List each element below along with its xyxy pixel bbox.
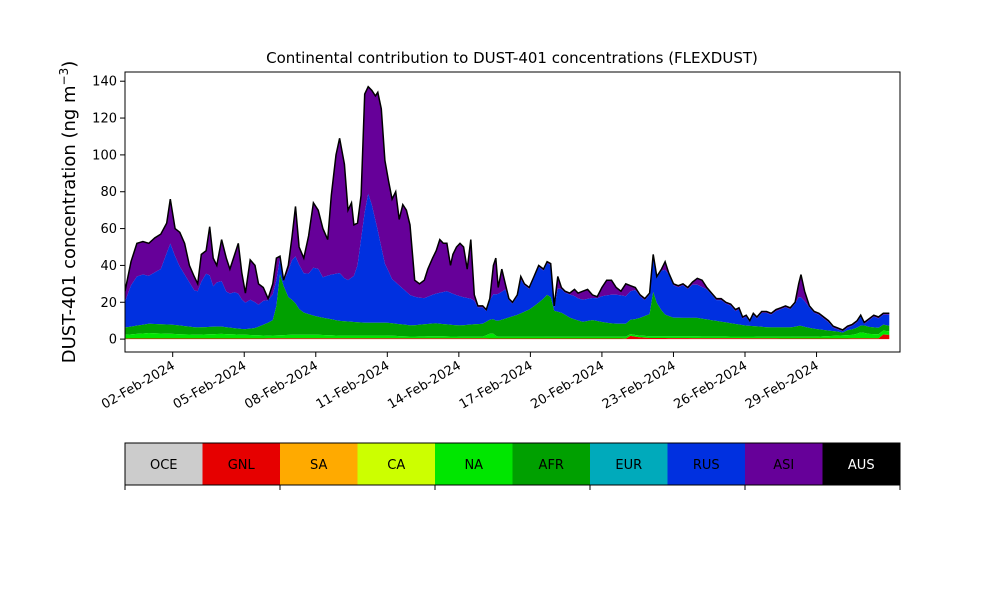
y-tick-label: 40	[100, 259, 117, 274]
chart-title: Continental contribution to DUST-401 con…	[266, 49, 758, 67]
plot-frame	[124, 71, 901, 353]
y-tick-label: 120	[92, 112, 117, 127]
y-tick-label: 20	[100, 296, 117, 311]
y-tick-label: 0	[109, 333, 117, 348]
area-series-gnl	[125, 334, 890, 340]
y-axis-label-end: )	[59, 61, 80, 68]
y-axis-label-main: DUST-401 concentration (ng m	[59, 85, 80, 363]
plot-area	[124, 71, 901, 353]
colorbar-swatch-afr	[512, 443, 591, 485]
area-series-na	[125, 330, 890, 339]
colorbar-swatch-gnl	[202, 443, 281, 485]
x-tick-label: 20-Feb-2024	[528, 358, 607, 412]
colorbar-swatch-rus	[667, 443, 746, 485]
y-axis-label-sup: −3	[57, 68, 71, 86]
x-tick-label: 29-Feb-2024	[743, 358, 822, 412]
x-tick-label: 26-Feb-2024	[671, 358, 750, 412]
colorbar-label-aus: AUS	[848, 458, 875, 473]
x-axis: 02-Feb-202405-Feb-202408-Feb-202411-Feb-…	[99, 352, 822, 412]
colorbar-swatch-aus	[822, 443, 901, 485]
x-tick-label: 23-Feb-2024	[600, 358, 679, 412]
y-tick-label: 60	[100, 222, 117, 237]
area-series-afr	[125, 274, 890, 337]
colorbar-label-afr: AFR	[539, 458, 564, 473]
colorbar-label-oce: OCE	[150, 458, 178, 473]
x-tick-label: 02-Feb-2024	[99, 358, 178, 412]
total-outline	[125, 85, 890, 331]
y-axis-label: DUST-401 concentration (ng m−3)	[57, 61, 80, 364]
area-series-rus	[125, 193, 890, 333]
colorbar-swatch-ca	[357, 443, 436, 485]
colorbar-label-asi: ASI	[773, 458, 794, 473]
colorbar-label-eur: EUR	[615, 458, 642, 473]
x-tick-label: 14-Feb-2024	[385, 358, 464, 412]
colorbar-label-na: NA	[464, 458, 483, 473]
colorbar-swatch-oce	[125, 443, 203, 485]
colorbar-frame	[124, 442, 901, 486]
colorbar-label-gnl: GNL	[228, 458, 256, 473]
x-tick-label: 08-Feb-2024	[242, 358, 321, 412]
colorbar-label-rus: RUS	[693, 458, 720, 473]
y-tick-label: 140	[92, 75, 117, 90]
x-tick-label: 11-Feb-2024	[314, 358, 393, 412]
y-axis: 0 20 40 60 80 100 120 140	[92, 75, 125, 348]
x-tick-label: 05-Feb-2024	[171, 358, 250, 412]
colorbar-legend: OCE GNL SA CA NA AFR EUR RUS ASI AUS	[124, 442, 901, 490]
colorbar-label-sa: SA	[310, 458, 327, 473]
colorbar-label-ca: CA	[387, 458, 405, 473]
area-series-asi	[125, 86, 890, 332]
colorbar-swatch-na	[435, 443, 513, 485]
x-tick-label: 17-Feb-2024	[457, 358, 536, 412]
colorbar-swatch-eur	[590, 443, 668, 485]
y-tick-label: 100	[92, 148, 117, 163]
colorbar-swatch-asi	[745, 443, 823, 485]
colorbar-swatch-sa	[280, 443, 358, 485]
y-tick-label: 80	[100, 185, 117, 200]
